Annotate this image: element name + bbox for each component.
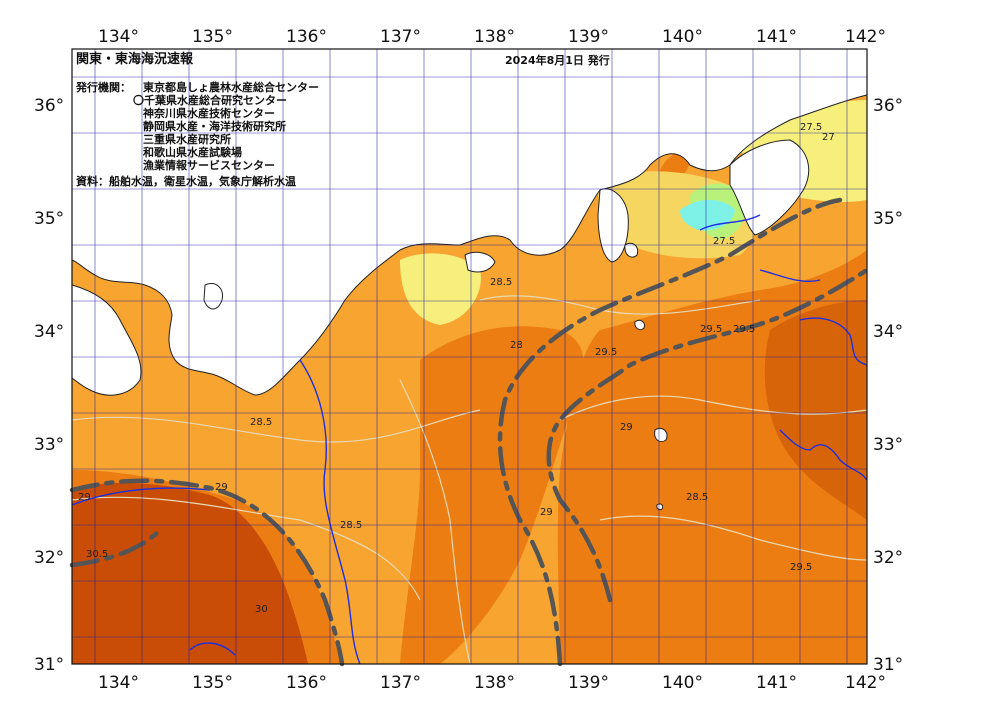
lon-label: 136° — [286, 673, 327, 693]
land-aogashima — [656, 503, 664, 511]
cool-coastal-ise — [400, 253, 481, 325]
issuer-item: 漁業情報サービスセンター — [143, 158, 275, 172]
land-oshima — [624, 242, 639, 258]
lat-label: 33° — [34, 435, 64, 455]
isotherm-label: 29 — [215, 482, 228, 493]
lon-label: 141° — [756, 27, 797, 47]
lon-label: 139° — [568, 27, 609, 47]
land-chita-atsumi — [464, 251, 496, 273]
lat-label: 31° — [873, 655, 903, 675]
lat-label: 33° — [873, 435, 903, 455]
lon-label: 141° — [756, 673, 797, 693]
longitude-labels-bottom: 134° 135° 136° 137° 138° 139° 140° 141° … — [98, 673, 886, 693]
data-source: 資料：船舶水温，衛星水温，気象庁解析水温 — [76, 174, 296, 188]
lon-label: 138° — [474, 27, 515, 47]
lon-label: 142° — [845, 673, 886, 693]
isotherm-label: 29.5 — [700, 324, 722, 335]
lon-label: 134° — [98, 27, 139, 47]
lon-label: 136° — [286, 27, 327, 47]
front-lines — [71, 214, 868, 665]
hottest-zone-east — [764, 300, 867, 520]
latitude-labels-right: 36° 35° 34° 33° 32° 31° — [873, 96, 903, 675]
isotherm-label: 28.5 — [250, 417, 272, 428]
map-title: 関東・東海海況速報 — [76, 51, 194, 67]
kuroshio-axis — [69, 197, 870, 667]
land-awaji — [203, 283, 224, 310]
lat-label: 36° — [34, 96, 64, 116]
hottest-zone-southwest — [72, 482, 308, 664]
lat-label: 34° — [873, 322, 903, 342]
lon-label: 137° — [380, 673, 421, 693]
isotherm-label: 27.5 — [713, 236, 735, 247]
isotherm-label: 29.5 — [733, 324, 755, 335]
land-honshu — [71, 48, 868, 396]
issuers-list: 東京都島しょ農林水産総合センター 〇千葉県水産総合研究センター 神奈川県水産技術… — [133, 80, 319, 172]
land-miyake — [634, 319, 645, 331]
lon-label: 134° — [98, 673, 139, 693]
isotherm-label-group: 28.5 28.5 28.5 28.5 29 29 29 29.5 29.5 2… — [78, 122, 835, 615]
lon-label: 140° — [662, 673, 703, 693]
lat-label: 35° — [873, 209, 903, 229]
isotherm-label: 27.5 — [800, 122, 822, 133]
lon-label: 138° — [474, 673, 515, 693]
lat-label: 32° — [34, 548, 64, 568]
isotherm-label: 28 — [510, 340, 523, 351]
isotherm-label: 28.5 — [686, 492, 708, 503]
isotherm-label: 30 — [255, 604, 268, 615]
isotherm-label: 30.5 — [86, 549, 108, 560]
lon-label: 142° — [845, 27, 886, 47]
isotherm-label: 29.5 — [790, 562, 812, 573]
lat-label: 35° — [34, 209, 64, 229]
hot-zone-central — [400, 326, 584, 664]
isotherm-label: 27 — [822, 132, 835, 143]
lon-label: 135° — [192, 27, 233, 47]
isotherm-label: 28.5 — [340, 520, 362, 531]
lat-label: 31° — [34, 655, 64, 675]
land-hachijo — [654, 427, 668, 443]
map-frame — [71, 48, 868, 665]
issuer-item: 三重県水産研究所 — [143, 132, 231, 146]
isotherm-label: 29 — [78, 492, 91, 503]
lon-label: 139° — [568, 673, 609, 693]
issuer-item: 〇千葉県水産総合研究センター — [133, 93, 287, 107]
cold-water-cyan — [680, 199, 735, 231]
land-shikoku — [71, 284, 142, 396]
latitude-labels-left: 36° 35° 34° 33° 32° 31° — [34, 96, 64, 675]
issuer-item: 和歌山県水産試験場 — [143, 145, 242, 159]
issuers-label: 発行機関： — [75, 80, 131, 94]
lat-label: 32° — [873, 548, 903, 568]
issuer-item: 東京都島しょ農林水産総合センター — [143, 80, 319, 94]
lon-label: 140° — [662, 27, 703, 47]
isotherm-label: 29.5 — [595, 347, 617, 358]
longitude-labels-top: 134° 135° 136° 137° 138° 139° 140° 141° … — [98, 27, 886, 47]
issuer-item: 静岡県水産・海洋技術研究所 — [143, 119, 286, 133]
isotherm-label: 29 — [620, 422, 633, 433]
isotherm-label: 29 — [540, 507, 553, 518]
lat-label: 36° — [873, 96, 903, 116]
land-izu — [597, 188, 629, 263]
lon-label: 135° — [192, 673, 233, 693]
issuer-item: 神奈川県水産技術センター — [143, 106, 275, 120]
issue-date: 2024年8月1日 発行 — [505, 53, 610, 67]
lon-label: 137° — [380, 27, 421, 47]
lat-label: 34° — [34, 322, 64, 342]
isotherm-label: 28.5 — [490, 277, 512, 288]
